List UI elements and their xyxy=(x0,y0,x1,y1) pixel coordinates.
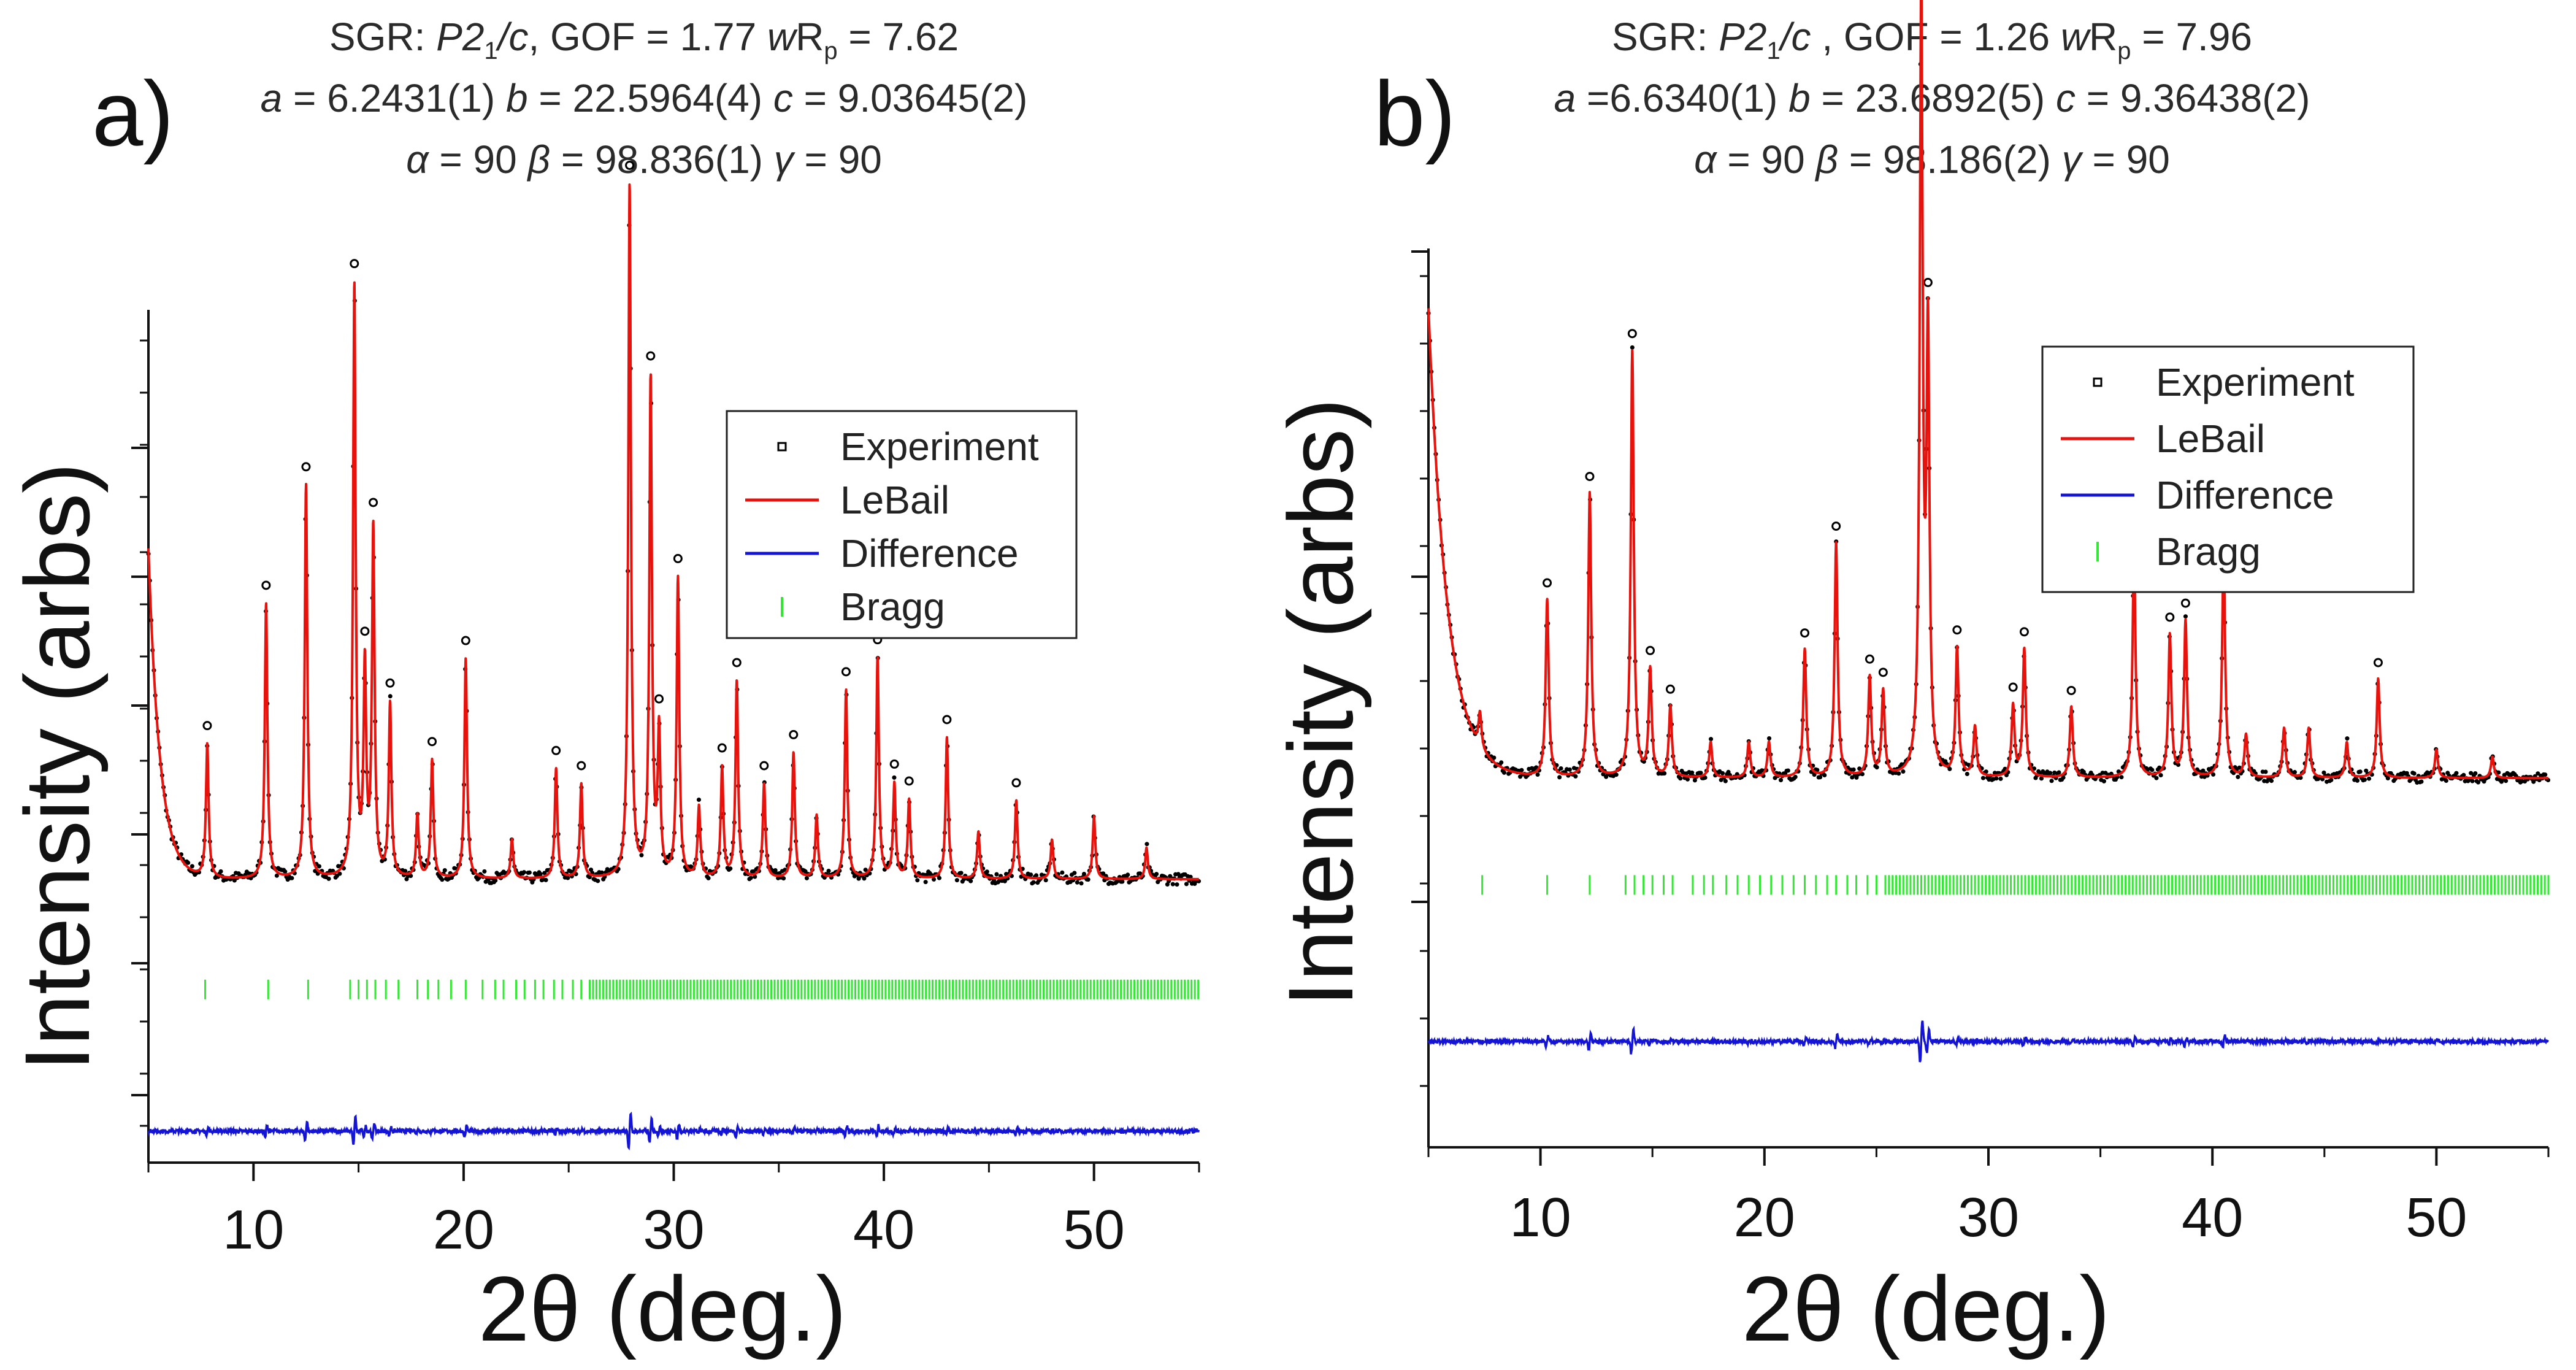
panel-a-label: a) xyxy=(92,62,174,165)
panel-a-header-line1: SGR: P21/c, GOF = 1.77 wRp = 7.62 xyxy=(329,15,959,64)
y-axis-title: Intensity (arbs) xyxy=(1269,398,1372,1007)
legend-label-lebail: LeBail xyxy=(840,478,949,522)
experiment-point xyxy=(1831,521,1841,531)
legend-label-experiment: Experiment xyxy=(2156,360,2355,404)
chart-b: 10 20 30 40 50 2θ (deg.) Intensity (arbs) Exper… xyxy=(1269,0,2551,1360)
experiment-point xyxy=(2165,612,2175,622)
panel-a-header-line3: α = 90 β = 98.836(1) γ = 90 xyxy=(406,137,882,182)
legend-label-difference: Difference xyxy=(840,531,1019,575)
experiment-point xyxy=(2019,627,2029,637)
experiment-point xyxy=(1011,778,1021,788)
experiment-point xyxy=(654,694,664,704)
experiment-point xyxy=(360,626,370,636)
panel-a-header-line2: a = 6.2431(1) b = 22.5964(4) c = 9.03645… xyxy=(260,76,1028,120)
panel-b: SGR: P21/c , GOF = 1.26 wRp = 7.96 a =6.… xyxy=(1269,0,2576,1370)
legend-label-lebail: LeBail xyxy=(2156,417,2265,461)
lebail-fit-line xyxy=(147,183,1200,880)
legend-box xyxy=(2041,345,2415,593)
experiment-point xyxy=(1627,329,1637,339)
x-tick-label: 10 xyxy=(1510,1187,1571,1249)
experiment-point xyxy=(673,553,683,563)
panel-b-header-line1: SGR: P21/c , GOF = 1.26 wRp = 7.96 xyxy=(1611,15,2253,64)
experiment-point xyxy=(301,462,311,472)
experiment-point xyxy=(577,761,586,771)
experiment-point xyxy=(1923,277,1933,287)
experiment-point xyxy=(461,636,470,645)
difference-line xyxy=(147,1111,1200,1151)
experiment-point xyxy=(889,759,899,769)
experiment-point xyxy=(646,351,656,361)
experiment-point xyxy=(202,721,212,731)
legend-marker-experiment xyxy=(2093,377,2103,387)
experiment-point xyxy=(625,160,635,170)
experiment-point xyxy=(759,761,769,771)
x-tick-label: 20 xyxy=(433,1199,494,1261)
x-tick-label: 30 xyxy=(643,1199,704,1261)
legend: Experiment LeBail Difference Bragg xyxy=(726,410,1078,639)
experiment-point xyxy=(1952,625,1962,635)
experiment-point xyxy=(1878,668,1888,677)
experiment-point xyxy=(1665,684,1675,694)
experiment-point xyxy=(789,729,799,739)
experiment-point xyxy=(261,580,271,590)
legend-label-bragg: Bragg xyxy=(2156,529,2261,574)
difference-line xyxy=(1427,1020,2549,1063)
experiment-point xyxy=(2008,682,2018,692)
chart-a: 10 20 30 40 50 2θ (deg.) Intensity (arbs) Exper… xyxy=(6,160,1202,1360)
lebail-fit-line xyxy=(1427,0,2550,780)
y-axis-title: Intensity (arbs) xyxy=(6,463,109,1071)
experiment-point xyxy=(1800,628,1810,638)
x-tick-label: 50 xyxy=(2405,1187,2467,1249)
experiment-point xyxy=(1585,472,1595,482)
bragg-series xyxy=(1481,875,2550,895)
experiment-point xyxy=(717,743,727,753)
experiment-point xyxy=(551,745,561,755)
legend-marker-experiment xyxy=(777,442,787,452)
panel-b-label: b) xyxy=(1374,62,1456,165)
x-axis-title: 2θ (deg.) xyxy=(1742,1257,2110,1360)
experiment-point xyxy=(2373,658,2383,668)
experiment-point xyxy=(732,658,742,668)
x-tick-label: 50 xyxy=(1064,1199,1125,1261)
panel-b-header-line3: α = 90 β = 98.186(2) γ = 90 xyxy=(1694,137,2170,182)
x-tick-label: 20 xyxy=(1734,1187,1795,1249)
x-tick-label: 40 xyxy=(2182,1187,2243,1249)
experiment-point xyxy=(904,776,914,786)
experiment-point xyxy=(1865,654,1874,664)
legend-label-bragg: Bragg xyxy=(840,585,945,629)
experiment-point xyxy=(350,259,359,269)
x-tick-label: 30 xyxy=(1958,1187,2019,1249)
bragg-series xyxy=(204,979,1200,999)
experiment-point xyxy=(1543,578,1552,588)
experiment-point xyxy=(369,498,378,507)
x-tick-label: 10 xyxy=(223,1199,284,1261)
experiment-point xyxy=(942,715,952,725)
experiment-point xyxy=(2180,598,2190,608)
x-axis-title: 2θ (deg.) xyxy=(478,1257,846,1360)
x-tick-label: 40 xyxy=(853,1199,914,1261)
experiment-point xyxy=(1646,645,1655,655)
panel-a: SGR: P21/c, GOF = 1.77 wRp = 7.62 a = 6.… xyxy=(6,15,1202,1360)
legend: Experiment LeBail Difference Bragg xyxy=(2041,345,2415,593)
experiment-point xyxy=(2066,685,2076,695)
experiment-point xyxy=(385,678,395,688)
legend-label-difference: Difference xyxy=(2156,473,2334,517)
experiment-point xyxy=(841,667,851,677)
legend-label-experiment: Experiment xyxy=(840,425,1039,469)
panel-b-header-line2: a =6.6340(1) b = 23.6892(5) c = 9.36438(… xyxy=(1554,76,2310,120)
experiment-point xyxy=(427,737,437,747)
